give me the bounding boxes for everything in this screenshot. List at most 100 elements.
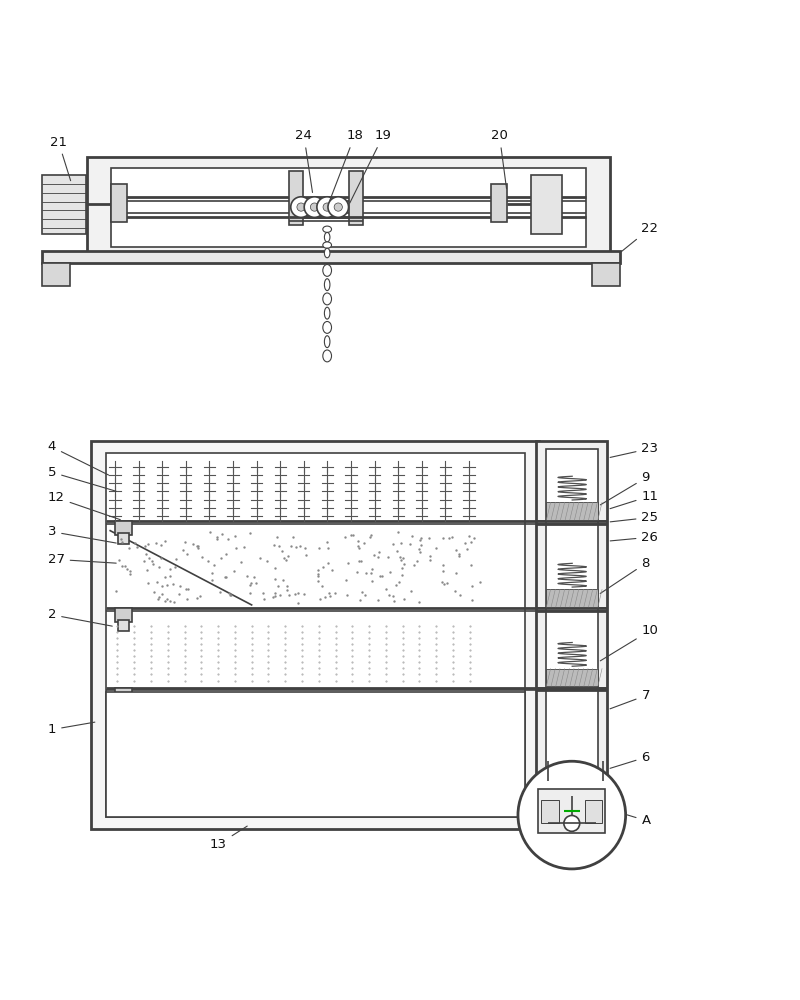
Point xyxy=(192,540,205,556)
Point xyxy=(268,588,281,604)
Point xyxy=(436,563,449,579)
Point xyxy=(277,572,290,588)
Point xyxy=(229,528,242,544)
Point xyxy=(351,533,364,549)
Text: 19: 19 xyxy=(350,129,391,203)
Point xyxy=(158,593,171,609)
Point xyxy=(123,566,136,582)
Point xyxy=(261,553,274,569)
Point xyxy=(186,536,199,552)
Bar xyxy=(546,502,598,520)
Text: 11: 11 xyxy=(610,490,658,509)
Point xyxy=(394,535,407,551)
Point xyxy=(367,547,380,563)
Point xyxy=(322,540,334,556)
Point xyxy=(353,553,366,569)
Point xyxy=(248,569,261,585)
Point xyxy=(338,529,351,545)
Point xyxy=(129,535,142,551)
Point xyxy=(392,524,405,540)
Point xyxy=(454,587,466,603)
Point xyxy=(375,568,388,584)
Point xyxy=(474,574,486,590)
Point xyxy=(316,578,329,594)
Point xyxy=(270,529,283,545)
Point xyxy=(273,538,286,554)
Point xyxy=(299,547,312,563)
Point xyxy=(396,560,409,576)
Text: 25: 25 xyxy=(610,511,658,524)
Text: 8: 8 xyxy=(600,557,650,593)
Point xyxy=(146,556,159,572)
Text: 7: 7 xyxy=(610,689,650,709)
Point xyxy=(440,575,453,591)
Point xyxy=(279,552,292,568)
Point xyxy=(163,561,176,577)
Point xyxy=(411,553,424,569)
Text: 20: 20 xyxy=(491,129,508,188)
Circle shape xyxy=(304,197,325,217)
Text: 10: 10 xyxy=(600,624,658,661)
Text: 4: 4 xyxy=(48,440,109,475)
Point xyxy=(297,586,310,602)
Circle shape xyxy=(290,197,311,217)
Point xyxy=(467,530,480,546)
Text: 23: 23 xyxy=(610,442,658,457)
Point xyxy=(153,559,166,575)
Point xyxy=(414,532,426,548)
Bar xyxy=(546,589,598,607)
Circle shape xyxy=(297,203,305,211)
Point xyxy=(169,559,182,575)
Text: 3: 3 xyxy=(48,525,116,543)
Point xyxy=(196,549,209,565)
Point xyxy=(430,540,442,556)
Point xyxy=(121,561,134,577)
Point xyxy=(166,576,179,592)
Point xyxy=(466,592,478,608)
Point xyxy=(292,585,305,601)
Point xyxy=(453,546,466,562)
Point xyxy=(154,550,167,566)
Point xyxy=(423,552,436,568)
Point xyxy=(112,552,125,568)
Text: 13: 13 xyxy=(210,826,247,851)
Point xyxy=(373,544,386,560)
Point xyxy=(453,548,466,564)
Point xyxy=(194,588,206,604)
Point xyxy=(214,550,227,566)
Circle shape xyxy=(310,203,318,211)
Point xyxy=(374,568,386,584)
Circle shape xyxy=(564,815,580,831)
Point xyxy=(311,573,324,589)
Point xyxy=(363,529,376,545)
Point xyxy=(459,535,472,551)
Point xyxy=(414,530,427,546)
Point xyxy=(424,548,437,564)
Bar xyxy=(91,441,538,829)
Point xyxy=(450,565,462,581)
Point xyxy=(340,572,353,588)
Point xyxy=(142,575,154,591)
Point xyxy=(278,550,290,566)
Point xyxy=(250,575,263,591)
Point xyxy=(220,546,233,562)
Point xyxy=(450,542,462,558)
Point xyxy=(395,567,408,583)
Point xyxy=(238,539,250,555)
Point xyxy=(159,569,172,585)
Point xyxy=(398,591,410,607)
Ellipse shape xyxy=(324,336,330,348)
Point xyxy=(351,538,364,554)
Point xyxy=(204,524,217,540)
Circle shape xyxy=(518,761,626,869)
Point xyxy=(294,538,306,554)
Point xyxy=(269,571,282,587)
Point xyxy=(244,525,257,541)
Bar xyxy=(491,184,507,222)
Bar xyxy=(115,608,133,622)
Point xyxy=(324,588,337,604)
Bar xyxy=(538,789,606,833)
Point xyxy=(274,587,286,603)
Circle shape xyxy=(323,203,331,211)
Bar xyxy=(42,262,70,286)
